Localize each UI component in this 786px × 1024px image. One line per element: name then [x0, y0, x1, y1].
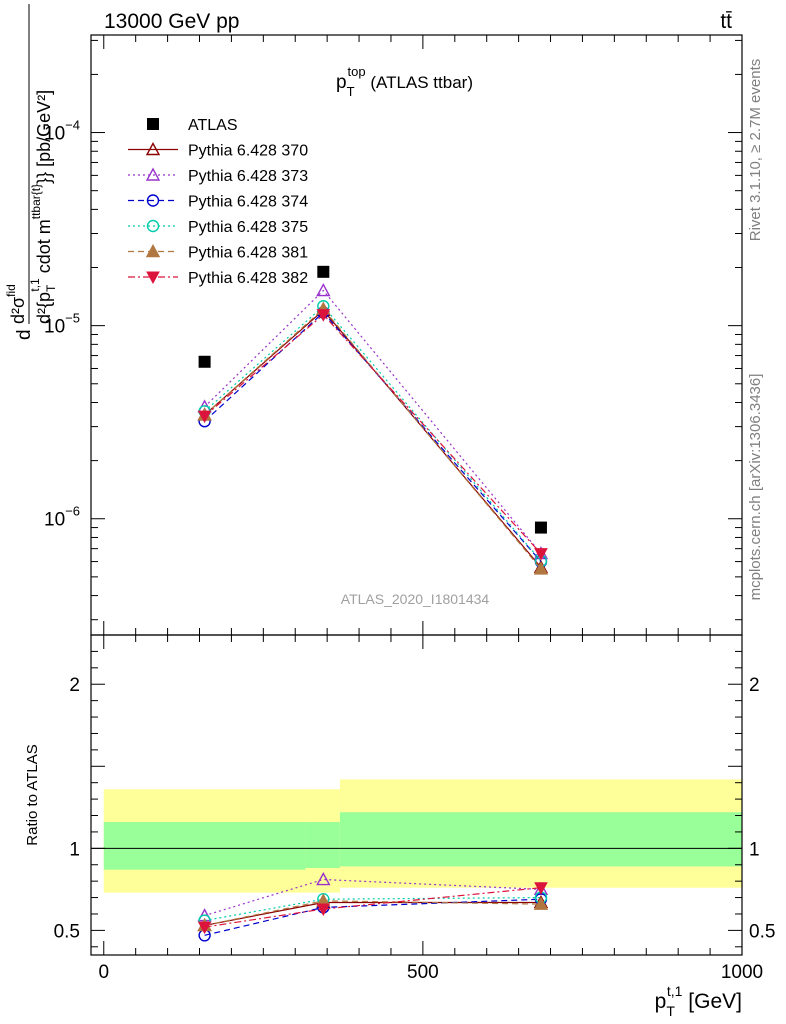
main-ytick-label-1: 10−5 — [44, 311, 80, 338]
main-ytick-label-2: 10−6 — [44, 504, 80, 531]
legend-entry-2: Pythia 6.428 373 — [128, 167, 308, 185]
legend-entry-1: Pythia 6.428 370 — [128, 142, 308, 160]
main-series-line-5 — [204, 308, 542, 570]
ratio-ytick-label-left-1: 1 — [69, 839, 80, 860]
legend-label-3: Pythia 6.428 374 — [188, 194, 308, 211]
legend-marker-6 — [146, 271, 160, 285]
ratio-ytick-label-left-0: 0.5 — [54, 921, 80, 942]
ratio-ytick-label-right-1: 1 — [749, 839, 760, 860]
analysis-watermark: ATLAS_2020_I1801434 — [341, 591, 490, 607]
header-process-label: tt̄ — [720, 10, 732, 33]
ratio-xtick-label-2: 1000 — [721, 962, 763, 983]
ylabel-denominator-end: }} [pb/GeV²] — [34, 90, 54, 184]
ylabel-denominator-mid: cdot m — [34, 219, 54, 278]
ylabel-numerator-sup: fid — [4, 284, 18, 297]
legend-marker-1 — [145, 142, 161, 156]
legend-label-5: Pythia 6.428 381 — [188, 245, 308, 262]
ylabel-denominator-sub: T — [44, 284, 58, 292]
legend-entry-4: Pythia 6.428 375 — [128, 219, 308, 236]
ratio-markers-layer — [197, 872, 549, 942]
svg-text:d²σfid: d²σfid — [4, 284, 28, 324]
main-y-axis-label: d d²σfid d²{pTt,1 cdot mttbar{t}}} [pb/G… — [4, 4, 58, 340]
header-energy-label: 13000 GeV pp — [104, 10, 239, 33]
ratio-point-s4-2 — [533, 896, 549, 910]
legend-marker-2 — [145, 167, 161, 181]
main-markers-layer — [197, 265, 549, 575]
legend-marker-3 — [146, 194, 160, 207]
ratio-xtick-labels: 0 500 1000 — [98, 962, 763, 983]
xlabel-main: p — [655, 990, 667, 1013]
legend-entry-0: ATLAS — [147, 117, 238, 134]
plot-title-rest: (ATLAS ttbar) — [366, 73, 473, 92]
ratio-panel: Ratio to ATLAS 0.5 0.5 1 1 2 2 0 500 1000 pTt,1… — [24, 634, 776, 1019]
main-point-s0-0 — [198, 355, 211, 368]
svg-text:d²{pTt,1 cdot mttbar{t}}} [pb/: d²{pTt,1 cdot mttbar{t}}} [pb/GeV²] — [28, 90, 58, 324]
xlabel-unit: [GeV] — [682, 990, 742, 1013]
main-point-s0-1 — [317, 265, 330, 278]
main-point-s0-2 — [534, 521, 547, 534]
ratio-ytick-label-left-2: 2 — [69, 675, 80, 696]
legend: ATLAS Pythia 6.428 370 Pythia 6.428 373 Pyt… — [128, 117, 308, 287]
plot-title-main: p — [336, 72, 347, 93]
xlabel-sub: T — [666, 1003, 675, 1019]
ratio-point-s5-1 — [316, 903, 331, 917]
plot-title: pTtop (ATLAS ttbar) — [336, 64, 473, 99]
main-point-s6-0 — [197, 410, 212, 424]
x-axis-label: pTt,1 [GeV] — [655, 983, 742, 1019]
legend-entry-5: Pythia 6.428 381 — [128, 244, 308, 262]
main-ytick-labels: 10−4 10−5 10−6 — [44, 118, 80, 531]
legend-marker-4 — [146, 219, 160, 233]
ratio-series-line-1 — [204, 878, 541, 917]
ratio-point-s1-1 — [316, 872, 331, 886]
ratio-xtick-label-0: 0 — [98, 962, 109, 983]
legend-label-6: Pythia 6.428 382 — [188, 270, 308, 287]
main-series-line-2 — [204, 289, 542, 554]
plot-title-sub: T — [347, 84, 355, 99]
ratio-inner-band-1 — [305, 822, 340, 869]
main-point-s2-1 — [316, 283, 331, 297]
main-point-s6-2 — [534, 548, 548, 561]
ylabel-denominator: d²{p — [34, 292, 54, 324]
legend-label-1: Pythia 6.428 370 — [188, 143, 308, 160]
ylabel-denominator-sup: t,1 — [28, 278, 42, 292]
ratio-point-s5-0 — [197, 921, 212, 935]
legend-label-4: Pythia 6.428 375 — [188, 219, 308, 236]
mcplots-label: mcplots.cern.ch [arXiv:1306.3436] — [747, 374, 764, 601]
legend-marker-0 — [147, 118, 159, 130]
ratio-bands-layer — [103, 779, 742, 893]
main-series-line-6 — [204, 313, 542, 554]
rivet-version-label: Rivet 3.1.10, ≥ 2.7M events — [747, 59, 764, 242]
main-ytick-label-0: 10−4 — [44, 118, 80, 145]
legend-entry-3: Pythia 6.428 374 — [128, 194, 308, 211]
legend-label-0: ATLAS — [188, 117, 238, 134]
ratio-y-axis-label: Ratio to ATLAS — [24, 744, 41, 845]
main-point-s5-2 — [533, 561, 549, 575]
ratio-ytick-labels: 0.5 0.5 1 1 2 2 — [54, 675, 776, 942]
svg-text:d: d — [14, 329, 35, 340]
main-series-line-3 — [204, 311, 542, 562]
ylabel-d: d — [14, 329, 35, 340]
main-series-line-4 — [204, 305, 542, 562]
ratio-xtick-label-1: 500 — [407, 962, 439, 983]
main-panel: pTtop (ATLAS ttbar) ATLAS_2020_I1801434 … — [4, 4, 743, 636]
ratio-inner-band-0 — [103, 822, 306, 870]
ratio-inner-band-2 — [339, 812, 742, 867]
ratio-frame — [90, 634, 743, 956]
ratio-series-line-5 — [204, 887, 542, 928]
legend-marker-5 — [145, 244, 161, 258]
legend-entry-6: Pythia 6.428 382 — [128, 270, 308, 287]
plot-title-sup: top — [348, 64, 366, 79]
main-point-s6-1 — [316, 309, 331, 322]
ratio-ytick-label-right-0: 0.5 — [749, 921, 775, 942]
ratio-point-s5-2 — [534, 882, 548, 895]
legend-label-2: Pythia 6.428 373 — [188, 168, 308, 185]
xlabel-sup: t,1 — [667, 983, 683, 999]
ratio-ytick-label-right-2: 2 — [749, 675, 760, 696]
ylabel-denominator-sup2: ttbar{t} — [29, 184, 43, 219]
main-series-line-1 — [204, 309, 542, 568]
ylabel-numerator: d²σ — [8, 297, 28, 324]
